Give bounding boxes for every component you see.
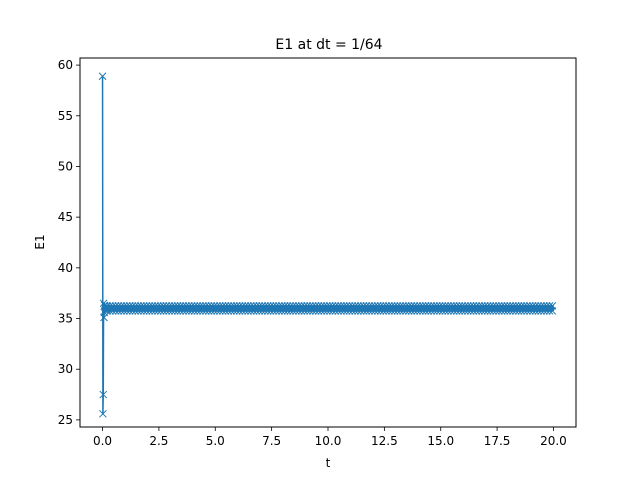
x-tick-label: 5.0: [206, 434, 225, 448]
data-point-marker: [548, 302, 557, 310]
data-point-marker: [98, 72, 107, 81]
y-axis: 25 30 35 40 45 50 55 60: [58, 58, 80, 427]
x-tick-label: 7.5: [262, 434, 281, 448]
data-point-marker: [99, 390, 108, 399]
x-axis: 0.0 2.5 5.0 7.5 10.0 12.5 15.0 17.5 20.0: [93, 427, 567, 448]
y-tick-label: 60: [58, 58, 73, 72]
y-tick-label: 25: [58, 413, 73, 427]
y-tick-label: 55: [58, 109, 73, 123]
x-tick-label: 17.5: [484, 434, 511, 448]
y-tick-label: 30: [58, 362, 73, 376]
x-axis-label: t: [326, 456, 331, 470]
y-tick-label: 50: [58, 159, 73, 173]
y-tick-label: 35: [58, 312, 73, 326]
data-point-marker: [545, 302, 554, 310]
x-tick-label: 15.0: [427, 434, 454, 448]
plot-area: [98, 72, 557, 418]
x-tick-label: 2.5: [149, 434, 168, 448]
data-point-marker: [99, 409, 107, 418]
series-markers: [98, 72, 557, 418]
y-tick-label: 45: [58, 210, 73, 224]
x-tick-label: 0.0: [93, 434, 112, 448]
y-axis-label: E1: [33, 234, 47, 249]
x-tick-label: 20.0: [540, 434, 567, 448]
x-tick-label: 10.0: [315, 434, 342, 448]
chart-title: E1 at dt = 1/64: [275, 37, 382, 53]
x-tick-label: 12.5: [371, 434, 398, 448]
y-tick-label: 40: [58, 261, 73, 275]
